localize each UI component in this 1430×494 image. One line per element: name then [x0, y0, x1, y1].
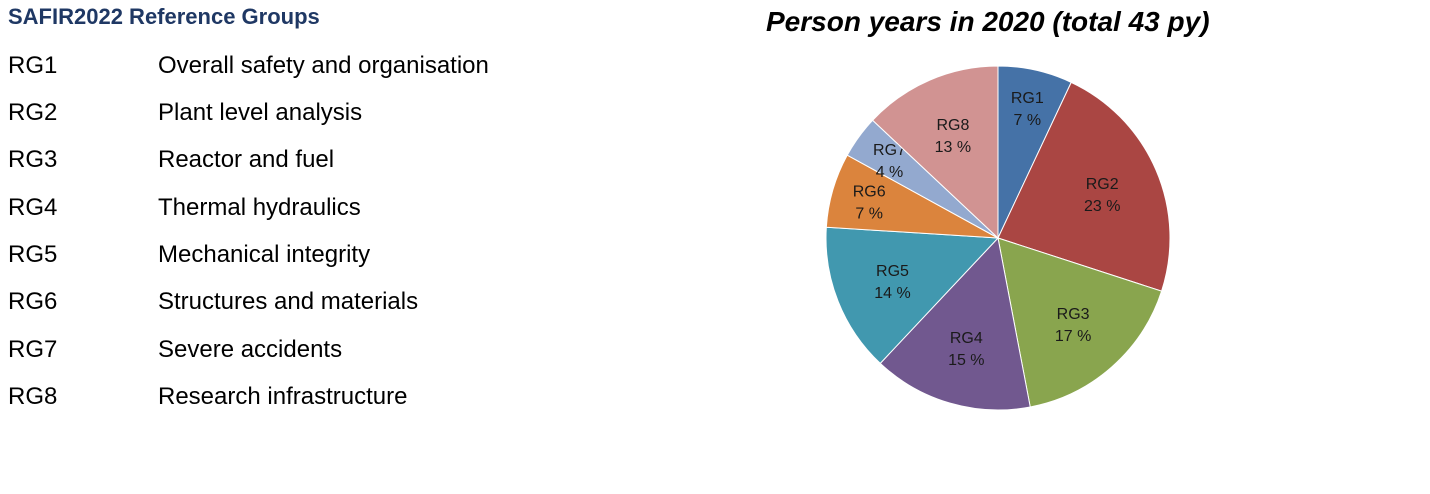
group-name: Thermal hydraulics	[158, 194, 361, 221]
slice-value-label: 7 %	[1014, 112, 1042, 129]
pie-slice-rg8	[871, 65, 999, 240]
pie-slice-rg5	[825, 226, 1000, 365]
list-item: RG5 Mechanical integrity	[8, 241, 648, 271]
list-item: RG1 Overall safety and organisation	[8, 52, 648, 82]
list-item: RG6 Structures and materials	[8, 288, 648, 318]
slice-category-label: RG7	[873, 142, 906, 159]
group-code: RG5	[8, 241, 58, 268]
slice-category-label: RG5	[876, 263, 909, 280]
group-name: Overall safety and organisation	[158, 52, 489, 79]
group-code: RG7	[8, 336, 58, 363]
pie-slice-rg4	[879, 236, 1031, 411]
slice-category-label: RG6	[853, 184, 886, 201]
group-name: Plant level analysis	[158, 99, 363, 126]
slice-category-label: RG4	[950, 330, 983, 347]
list-item: RG7 Severe accidents	[8, 336, 648, 366]
group-name: Structures and materials	[158, 288, 419, 315]
slice-value-label: 15 %	[948, 352, 984, 369]
slice-value-label: 7 %	[855, 206, 883, 223]
pie-slice-rg3	[997, 237, 1163, 408]
slice-value-label: 14 %	[874, 285, 910, 302]
group-name: Reactor and fuel	[158, 146, 335, 173]
group-name: Research infrastructure	[158, 383, 408, 410]
slice-value-label: 17 %	[1055, 328, 1091, 345]
slice-category-label: RG3	[1057, 306, 1090, 323]
list-item: RG8 Research infrastructure	[8, 383, 648, 413]
group-code: RG2	[8, 99, 58, 126]
list-item: RG3 Reactor and fuel	[8, 146, 648, 176]
chart-title: Person years in 2020 (total 43 py)	[766, 6, 1210, 37]
group-code: RG3	[8, 146, 58, 173]
slice-value-label: 4 %	[876, 164, 904, 181]
slice-category-label: RG8	[936, 117, 969, 134]
pie-chart: RG1 7 % RG2 23 % RG3 17 % RG4 15 % RG5 14 % RG6 7 %…	[825, 65, 1171, 411]
group-name: Mechanical integrity	[158, 241, 371, 268]
slice-value-label: 23 %	[1084, 198, 1120, 215]
slice-category-label: RG2	[1086, 176, 1119, 193]
pie-slice-rg2	[997, 81, 1171, 292]
slice-value-label: 13 %	[935, 139, 971, 156]
panel-title: SAFIR2022 Reference Groups	[8, 4, 320, 29]
group-name: Severe accidents	[158, 336, 343, 363]
group-code: RG1	[8, 52, 58, 79]
group-code: RG6	[8, 288, 58, 315]
list-item: RG2 Plant level analysis	[8, 99, 648, 129]
list-item: RG4 Thermal hydraulics	[8, 194, 648, 224]
group-code: RG4	[8, 194, 58, 221]
slice-category-label: RG1	[1011, 90, 1044, 107]
group-code: RG8	[8, 383, 58, 410]
